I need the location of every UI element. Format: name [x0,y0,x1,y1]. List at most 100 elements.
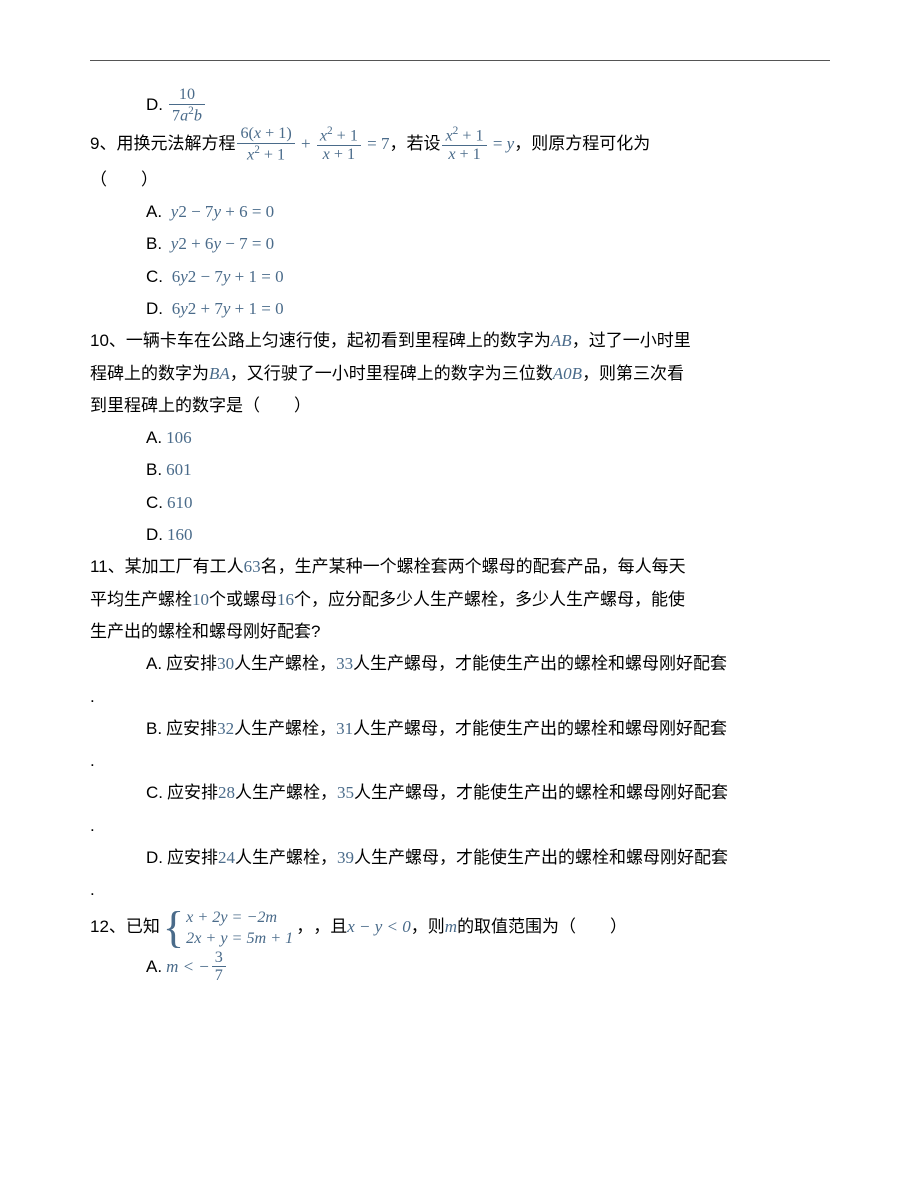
text: ，则原方程可化为 [514,128,650,160]
continuation-dot: . [90,810,830,842]
q10-stem-3: 到里程碑上的数字是（ ） [90,390,830,422]
q-number: 9、 [90,128,116,160]
q11-stem-3: 生产出的螺栓和螺母刚好配套? [90,616,830,648]
value: 601 [166,460,192,479]
option-label: D. [146,848,163,867]
num: 32 [217,719,234,738]
var: A0B [553,364,582,383]
continuation-dot: . [90,681,830,713]
eq-row: x + 2y = −2m [186,907,293,928]
text: ，过了一小时里 [572,331,691,350]
num: 16 [277,590,294,609]
q9-option-a: A. y2 − 7y + 6 = 0 [90,196,830,228]
continuation-dot: . [90,745,830,777]
q-number: 10、 [90,331,126,350]
fraction: 10 7a2b [169,86,205,125]
fraction: 37 [212,949,226,986]
q11-stem: 11、某加工厂有工人63名，生产某种一个螺栓套两个螺母的配套产品，每人每天 [90,551,830,583]
var: AB [551,331,572,350]
fraction: 6(x + 1)x2 + 1 [237,125,294,164]
expr: y2 + 6y − 7 = 0 [171,234,274,253]
text: ，则 [411,911,445,943]
text: 个，应分配多少人生产螺栓，多少人生产螺母，能使 [294,590,685,609]
option-label: B. [146,234,162,253]
text: 到里程碑上的数字是（ ） [90,396,311,415]
q9-option-d: D. 6y2 + 7y + 1 = 0 [90,293,830,325]
fraction: x2 + 1x + 1 [442,125,486,164]
var: BA [209,364,230,383]
q11-option-a: A.应安排30人生产螺栓，33人生产螺母，才能使生产出的螺栓和螺母刚好配套 [90,648,830,680]
q11-option-d: D.应安排24人生产螺栓，39人生产螺母，才能使生产出的螺栓和螺母刚好配套 [90,842,830,874]
equation-system: { x + 2y = −2m 2x + y = 5m + 1 [163,907,293,949]
text: 个或螺母 [209,590,277,609]
text: 人生产螺栓， [235,848,337,867]
text: 应安排 [166,654,217,673]
top-rule [90,60,830,61]
option-label: A. [146,654,162,673]
option-label: B. [146,460,162,479]
num: 35 [337,783,354,802]
q10-option-a: A.106 [90,422,830,454]
text: 人生产螺栓， [234,654,336,673]
var: m [445,911,457,943]
eq-row: 2x + y = 5m + 1 [186,928,293,949]
text: ，且 [313,911,347,943]
q12-stem: 12、 已知 { x + 2y = −2m 2x + y = 5m + 1 ， … [90,907,830,949]
q8-option-d: D. 10 7a2b [90,86,830,125]
option-label: C. [146,493,163,512]
value: 610 [167,493,193,512]
q9-option-b: B. y2 + 6y − 7 = 0 [90,228,830,260]
q11-option-c: C.应安排28人生产螺栓，35人生产螺母，才能使生产出的螺栓和螺母刚好配套 [90,777,830,809]
option-label: D. [146,89,163,121]
text: 应安排 [166,719,217,738]
text: 用换元法解方程 [116,128,235,160]
text: ，则第三次看 [582,364,684,383]
text: 人生产螺栓， [235,783,337,802]
option-label: D. [146,525,163,544]
q10-stem-2: 程碑上的数字为BA，又行驶了一小时里程碑上的数字为三位数A0B，则第三次看 [90,358,830,390]
expr: 6y2 − 7y + 1 = 0 [172,267,284,286]
q9-paren: （ ） [90,164,830,196]
expr: m < − [166,951,210,983]
text: ，又行驶了一小时里程碑上的数字为三位数 [230,364,553,383]
num: 30 [217,654,234,673]
value: 160 [167,525,193,544]
option-label: B. [146,719,162,738]
num: 63 [244,557,261,576]
paren: （ ） [90,170,158,189]
num: 31 [336,719,353,738]
text: 人生产螺母，才能使生产出的螺栓和螺母刚好配套 [353,654,727,673]
expr: 6y2 + 7y + 1 = 0 [172,299,284,318]
text: 人生产螺母，才能使生产出的螺栓和螺母刚好配套 [354,848,728,867]
num: 39 [337,848,354,867]
cond: x − y < 0 [347,911,411,943]
text: 一辆卡车在公路上匀速行使，起初看到里程碑上的数字为 [126,331,551,350]
q12-option-a: A. m < − 37 [90,949,830,986]
num: 28 [218,783,235,802]
q9-stem: 9、 用换元法解方程 6(x + 1)x2 + 1 + x2 + 1x + 1 … [90,125,830,164]
q9-option-c: C. 6y2 − 7y + 1 = 0 [90,261,830,293]
q10-option-b: B.601 [90,454,830,486]
q-number: 11、 [90,557,125,576]
num: 10 [192,590,209,609]
text: 应安排 [167,783,218,802]
text: 名，生产某种一个螺栓套两个螺母的配套产品，每人每天 [261,557,686,576]
q11-option-b: B.应安排32人生产螺栓，31人生产螺母，才能使生产出的螺栓和螺母刚好配套 [90,713,830,745]
option-label: A. [146,202,162,221]
comma: ， [296,911,313,943]
text: 生产出的螺栓和螺母刚好配套? [90,622,320,641]
eq: = 7 [363,128,390,160]
text: 应安排 [167,848,218,867]
fraction: x2 + 1x + 1 [317,125,361,164]
q-number: 12、 [90,911,126,943]
text: 平均生产螺栓 [90,590,192,609]
option-label: A. [146,951,162,983]
num: 33 [336,654,353,673]
page: D. 10 7a2b 9、 用换元法解方程 6(x + 1)x2 + 1 + x… [0,0,920,1191]
num: 24 [218,848,235,867]
q10-stem: 10、一辆卡车在公路上匀速行使，起初看到里程碑上的数字为AB，过了一小时里 [90,325,830,357]
continuation-dot: . [90,874,830,906]
value: 106 [166,428,192,447]
q10-option-d: D.160 [90,519,830,551]
text: 人生产螺母，才能使生产出的螺栓和螺母刚好配套 [353,719,727,738]
